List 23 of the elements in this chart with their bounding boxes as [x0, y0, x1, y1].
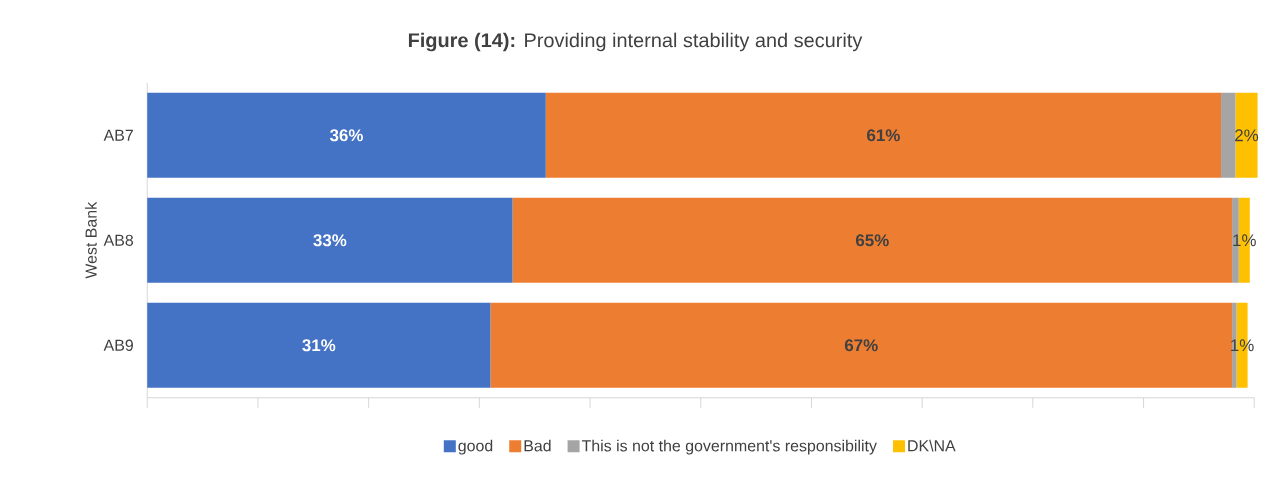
y-tick-label: AB7: [103, 129, 133, 141]
legend-label: This is not the government's responsibility: [581, 439, 877, 455]
bar: [147, 302, 491, 388]
legend-label: Bad: [524, 439, 551, 452]
y-tick-label: AB8: [103, 234, 134, 246]
legend-label: DK\NA: [908, 439, 956, 452]
data-label: 31%: [302, 339, 336, 352]
data-label: 36%: [329, 129, 363, 142]
data-label: 65%: [856, 234, 889, 247]
bar: [147, 92, 546, 178]
data-label: 61%: [867, 129, 900, 142]
y-tick-label: AB9: [103, 339, 133, 351]
bar: [490, 302, 1233, 388]
bar: [512, 197, 1233, 283]
bar: [545, 92, 1222, 178]
bar: [1221, 92, 1236, 178]
chart-title: Figure (14): Providing internal stability and security: [408, 32, 863, 52]
bar: [1235, 92, 1258, 178]
data-label: 67%: [844, 339, 878, 352]
legend-label: good: [458, 439, 493, 455]
bar: [147, 197, 513, 283]
data-label: 33%: [313, 234, 347, 247]
y-axis-title: West Bank: [85, 201, 97, 279]
